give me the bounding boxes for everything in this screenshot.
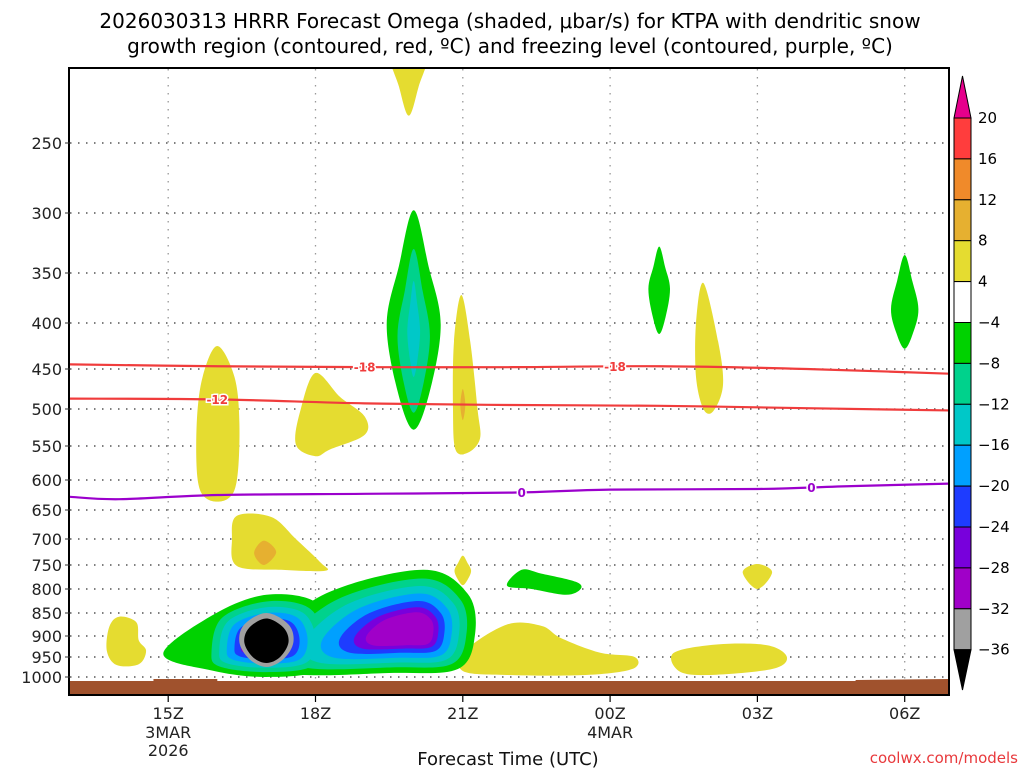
colorbar-label-4: 4 bbox=[978, 273, 988, 291]
contour-label-freezing-level-0-1: 0 bbox=[807, 481, 815, 495]
colorbar-label-8: −16 bbox=[978, 436, 1010, 454]
y-tick-label-450: 450 bbox=[31, 360, 62, 379]
y-tick-label-1000: 1000 bbox=[21, 668, 62, 687]
y-tick-label-750: 750 bbox=[31, 556, 62, 575]
colorbar-swatch-10 bbox=[953, 526, 972, 569]
colorbar-label-11: −28 bbox=[978, 559, 1010, 577]
omega-region-coreA-black bbox=[244, 618, 289, 663]
y-tick-label-550: 550 bbox=[31, 437, 62, 456]
terrain-fill bbox=[70, 679, 949, 694]
colorbar-label-3: 8 bbox=[978, 232, 988, 250]
omega-region-cyan-upper bbox=[407, 281, 421, 377]
colorbar-swatch-8 bbox=[953, 444, 972, 487]
x-tick-label-15Z: 15Z bbox=[153, 704, 184, 723]
colorbar-label-5: −4 bbox=[978, 314, 1000, 332]
x-tick-sublabel-4MAR: 4MAR bbox=[587, 723, 633, 742]
colorbar-swatch-2 bbox=[953, 199, 972, 242]
y-tick-label-650: 650 bbox=[31, 501, 62, 520]
omega-region-green-0600 bbox=[890, 255, 919, 349]
y-tick-label-350: 350 bbox=[31, 264, 62, 283]
y-axis: 250 300 350 400 450 500 550 600 650 700 750 800 850 9… bbox=[21, 134, 70, 687]
contour-label-freezing-level-0-0: 0 bbox=[518, 486, 526, 500]
colorbar-swatch-4 bbox=[953, 281, 972, 324]
omega-region-yellow-1830 bbox=[295, 372, 369, 457]
colorbar-label-2: 12 bbox=[978, 191, 997, 209]
colorbar-label-7: −12 bbox=[978, 395, 1010, 413]
contour-dgz-minus-18 bbox=[70, 363, 949, 375]
colorbar-label-1: 16 bbox=[978, 150, 997, 168]
omega-region-yellow-0230 bbox=[671, 643, 788, 676]
y-tick-label-300: 300 bbox=[31, 204, 62, 223]
colorbar-label-13: −36 bbox=[978, 641, 1010, 659]
chart-title-line-2: growth region (contoured, red, ºC) and f… bbox=[127, 34, 893, 58]
plot-frame bbox=[68, 67, 950, 696]
credit-text: coolwx.com/models bbox=[870, 749, 1018, 767]
x-tick-label-03Z: 03Z bbox=[742, 704, 773, 723]
omega-region-yellow-2100 bbox=[452, 295, 481, 455]
x-tick-label-00Z: 00Z bbox=[594, 704, 625, 723]
colorbar-label-12: −32 bbox=[978, 600, 1010, 618]
colorbar-label-10: −24 bbox=[978, 518, 1010, 536]
colorbar-swatch-12 bbox=[953, 608, 972, 651]
omega-region-yellow-0300-760 bbox=[742, 564, 773, 589]
y-tick-label-250: 250 bbox=[31, 134, 62, 153]
contour-lines: -18 -18 -12 0 0 bbox=[70, 359, 949, 501]
colorbar-swatch-6 bbox=[953, 362, 972, 405]
colorbar-swatch-5 bbox=[953, 322, 972, 364]
omega-region-yellow-2100-750 bbox=[454, 555, 472, 586]
colorbar-under-arrow bbox=[953, 649, 972, 691]
y-tick-label-850: 850 bbox=[31, 604, 62, 623]
x-tick-label-18Z: 18Z bbox=[300, 704, 331, 723]
x-axis-title: Forecast Time (UTC) bbox=[417, 749, 598, 768]
contour-label-dgz-minus-18-1: -18 bbox=[604, 360, 626, 374]
contour-freezing-level-0 bbox=[70, 482, 949, 501]
x-tick-sublabel-3MAR: 3MAR bbox=[145, 723, 191, 742]
colorbar-swatch-3 bbox=[953, 240, 972, 283]
omega-region-yellow-1400 bbox=[106, 616, 147, 667]
omega-region-yellow-top bbox=[392, 69, 426, 116]
omega-region-green-2230 bbox=[506, 569, 582, 595]
x-tick-sublabel-2026: 2026 bbox=[148, 741, 189, 760]
colorbar-label-6: −8 bbox=[978, 354, 1000, 372]
contour-label-dgz-minus-18-0: -18 bbox=[354, 361, 376, 375]
y-tick-label-600: 600 bbox=[31, 471, 62, 490]
y-tick-label-950: 950 bbox=[31, 648, 62, 667]
chart-title-line-1: 2026030313 HRRR Forecast Omega (shaded, … bbox=[99, 9, 920, 33]
omega-region-yellow-1600 bbox=[196, 346, 240, 502]
omega-region-yellow-0200 bbox=[695, 282, 724, 414]
contour-dgz-minus-12 bbox=[70, 397, 949, 412]
contour-label-dgz-minus-12-0: -12 bbox=[206, 393, 228, 407]
omega-shading bbox=[106, 69, 919, 678]
y-tick-label-500: 500 bbox=[31, 400, 62, 419]
y-tick-label-800: 800 bbox=[31, 580, 62, 599]
colorbar-swatch-11 bbox=[953, 567, 972, 610]
y-tick-label-700: 700 bbox=[31, 530, 62, 549]
colorbar-over-arrow bbox=[953, 75, 972, 119]
colorbar-swatch-9 bbox=[953, 485, 972, 528]
omega-region-yellow-2300 bbox=[458, 622, 639, 676]
colorbar-label-9: −20 bbox=[978, 477, 1010, 495]
y-tick-label-400: 400 bbox=[31, 314, 62, 333]
colorbar-label-0: 20 bbox=[978, 109, 997, 127]
colorbar: 20 16 12 8 4 −4 −8 −12 −16 −20 −24 −28 −32 −36 bbox=[953, 75, 1010, 691]
colorbar-swatch-1 bbox=[953, 158, 972, 201]
x-tick-label-06Z: 06Z bbox=[889, 704, 920, 723]
omega-region-green-0100 bbox=[648, 246, 671, 334]
colorbar-swatch-7 bbox=[953, 403, 972, 446]
colorbar-swatch-0 bbox=[953, 117, 972, 160]
terrain bbox=[70, 679, 949, 694]
x-tick-label-21Z: 21Z bbox=[447, 704, 478, 723]
y-tick-label-900: 900 bbox=[31, 627, 62, 646]
omega-region-coreB-level-6 bbox=[365, 612, 434, 646]
omega-region-orange-1630 bbox=[254, 540, 277, 566]
